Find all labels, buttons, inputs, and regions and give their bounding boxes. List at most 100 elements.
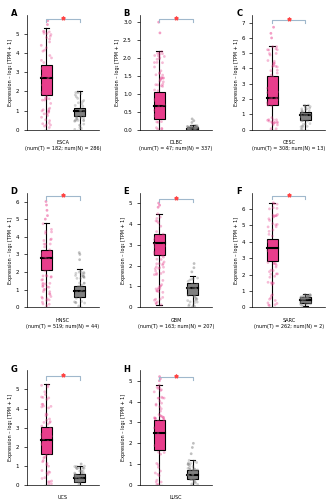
- Point: [77, 124, 83, 132]
- Point: [74, 464, 79, 472]
- Point: [154, 260, 159, 268]
- Point: [72, 472, 78, 480]
- Point: [189, 118, 195, 126]
- Point: [271, 198, 276, 206]
- Point: [75, 284, 81, 292]
- Point: [40, 440, 45, 448]
- Point: [158, 386, 163, 394]
- Point: [265, 99, 270, 107]
- Point: [300, 117, 305, 125]
- Point: [75, 473, 80, 481]
- Point: [75, 116, 81, 124]
- Point: [267, 216, 272, 224]
- Point: [79, 110, 84, 118]
- Point: [48, 272, 54, 280]
- Point: [44, 416, 49, 424]
- Point: [194, 295, 200, 303]
- Point: [194, 294, 199, 302]
- Point: [298, 123, 304, 131]
- Point: [300, 116, 305, 124]
- Point: [192, 124, 197, 132]
- Y-axis label: Expression – log₂ [TPM + 1]: Expression – log₂ [TPM + 1]: [8, 39, 13, 106]
- Point: [269, 292, 274, 300]
- Point: [76, 464, 81, 472]
- FancyBboxPatch shape: [187, 284, 198, 295]
- Point: [76, 268, 82, 276]
- Point: [299, 112, 305, 120]
- Point: [156, 219, 161, 227]
- Point: [73, 272, 78, 280]
- Point: [275, 69, 280, 77]
- Point: [79, 268, 84, 276]
- Point: [162, 100, 167, 108]
- Point: [162, 242, 167, 250]
- Point: [161, 416, 167, 424]
- Point: [298, 292, 304, 300]
- Point: [156, 417, 161, 425]
- Y-axis label: Expression – log₂ [TPM + 1]: Expression – log₂ [TPM + 1]: [121, 394, 125, 461]
- Point: [186, 459, 191, 467]
- Point: [191, 302, 196, 310]
- Point: [186, 460, 191, 468]
- Point: [192, 124, 198, 132]
- Point: [154, 287, 160, 295]
- Point: [302, 290, 308, 298]
- X-axis label: ESCA
(num(T) = 182; num(N) = 286): ESCA (num(T) = 182; num(N) = 286): [25, 140, 101, 151]
- FancyBboxPatch shape: [187, 127, 198, 130]
- Point: [154, 287, 160, 295]
- Point: [300, 122, 306, 130]
- Point: [46, 108, 51, 116]
- Point: [192, 457, 197, 465]
- Point: [40, 294, 45, 302]
- Point: [40, 458, 45, 466]
- Point: [152, 240, 157, 248]
- Point: [186, 470, 191, 478]
- Point: [152, 424, 157, 432]
- Text: E: E: [124, 187, 129, 196]
- Point: [189, 268, 195, 276]
- Point: [272, 118, 277, 126]
- Point: [274, 124, 279, 132]
- Point: [76, 302, 81, 310]
- Point: [76, 480, 82, 488]
- Point: [307, 107, 312, 115]
- Point: [46, 300, 52, 308]
- Point: [186, 283, 191, 291]
- Point: [271, 23, 276, 31]
- Point: [154, 478, 159, 486]
- Point: [153, 264, 158, 272]
- Point: [186, 124, 191, 132]
- Point: [79, 470, 84, 478]
- Point: [160, 260, 166, 268]
- Point: [270, 290, 275, 298]
- Point: [188, 466, 193, 473]
- Text: A: A: [11, 10, 17, 18]
- Point: [74, 462, 79, 470]
- Point: [47, 246, 52, 254]
- Point: [300, 296, 306, 304]
- Point: [44, 460, 50, 468]
- Text: F: F: [236, 187, 242, 196]
- Point: [186, 124, 191, 132]
- Point: [46, 107, 51, 115]
- Point: [80, 110, 86, 118]
- Point: [192, 297, 198, 305]
- Point: [299, 298, 304, 306]
- Point: [47, 468, 52, 476]
- Point: [81, 270, 87, 278]
- Point: [158, 104, 163, 112]
- Point: [46, 106, 51, 114]
- Point: [154, 460, 159, 468]
- Point: [159, 280, 164, 288]
- Point: [153, 414, 158, 422]
- Point: [158, 450, 163, 458]
- Point: [40, 248, 45, 256]
- Point: [81, 464, 87, 472]
- Point: [155, 424, 160, 432]
- Point: [187, 466, 193, 473]
- Point: [40, 276, 45, 283]
- Point: [159, 412, 165, 420]
- Point: [155, 430, 161, 438]
- Point: [301, 292, 306, 300]
- Point: [42, 253, 47, 261]
